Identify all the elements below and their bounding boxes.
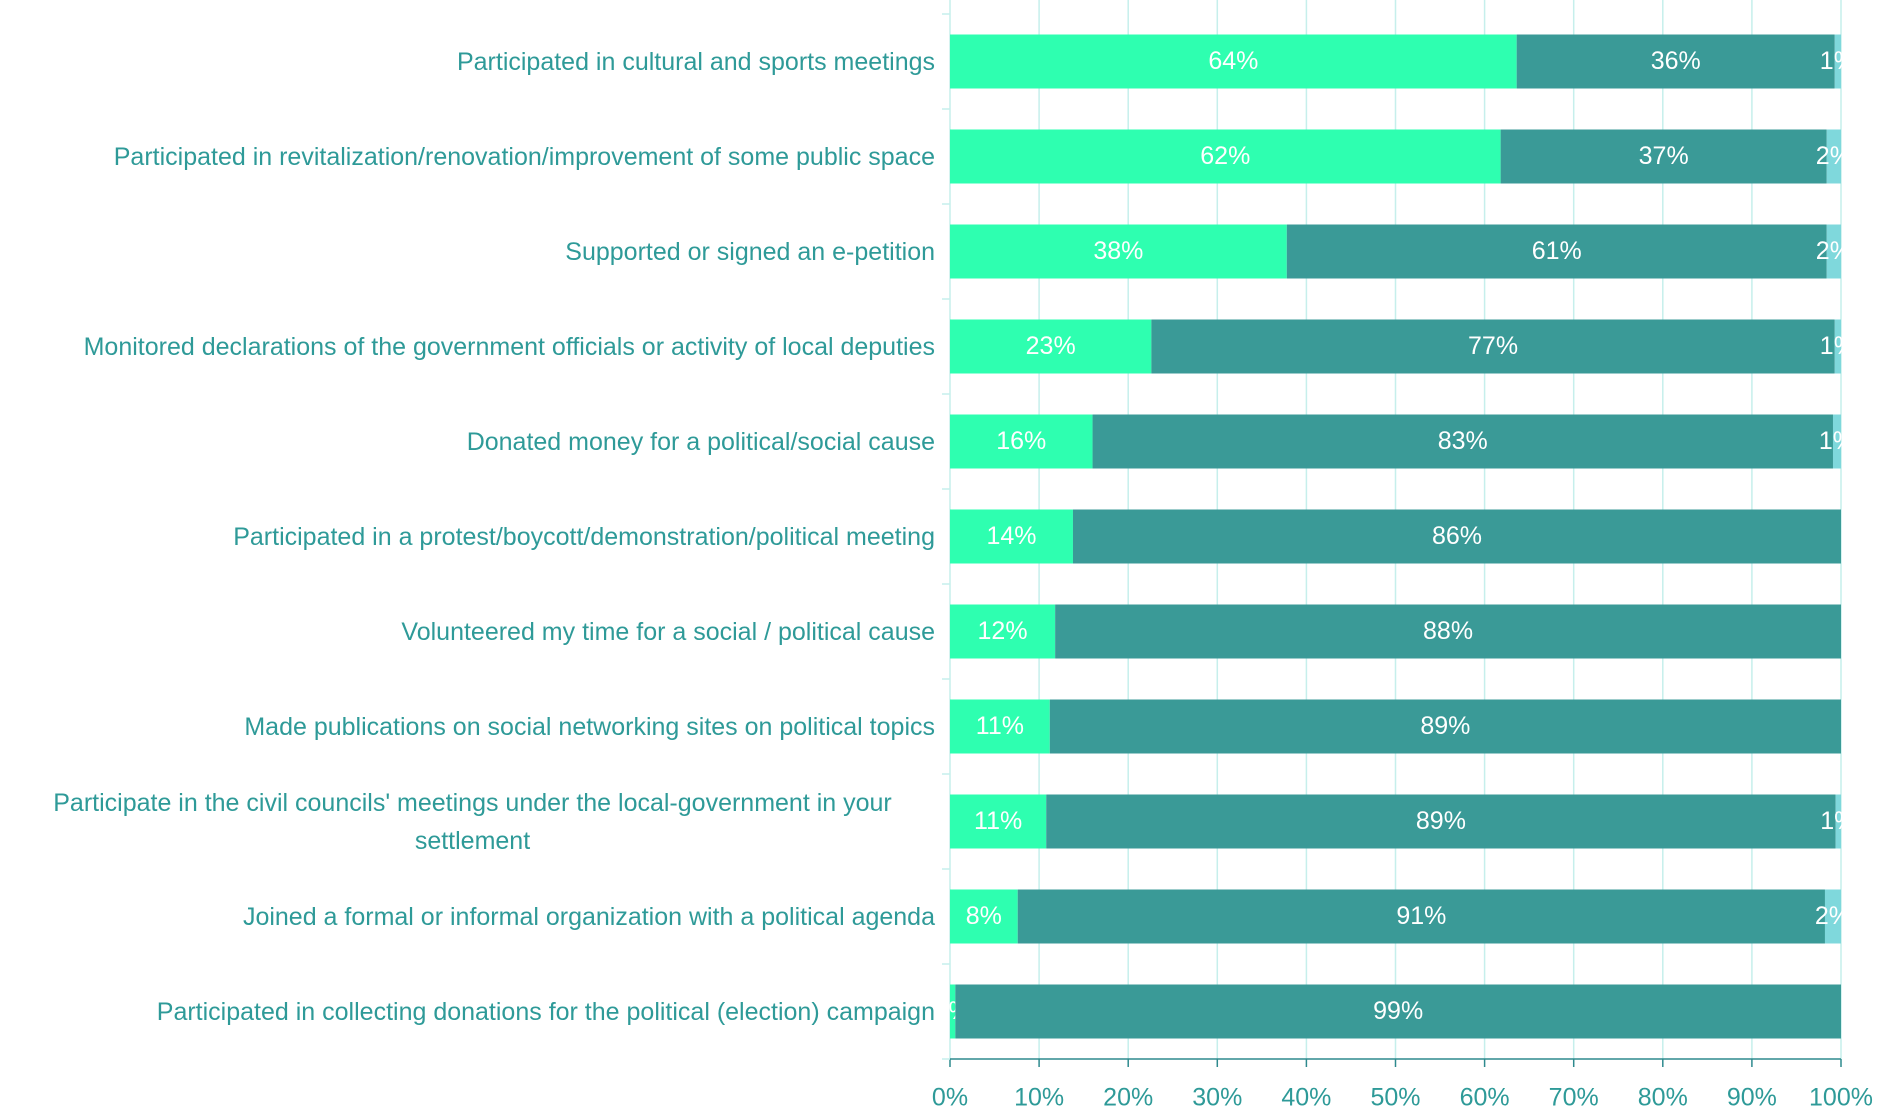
data-label: 89% — [1420, 712, 1470, 740]
category-label: Participated in revitalization/renovatio… — [113, 142, 935, 171]
bar-segment — [950, 604, 1056, 659]
data-label: 14% — [986, 522, 1036, 550]
bar-segment — [1826, 224, 1841, 279]
data-label: 99% — [1373, 997, 1423, 1025]
x-tick-label: 90% — [1727, 1084, 1777, 1108]
bar-segment — [1516, 34, 1835, 89]
x-tick-label: 80% — [1638, 1084, 1688, 1108]
data-label: 1% — [1820, 332, 1856, 360]
category-label: Joined a formal or informal organization… — [242, 902, 935, 931]
data-label: 1% — [1819, 427, 1855, 455]
data-label: 16% — [996, 427, 1046, 455]
bar-segment — [1151, 319, 1835, 374]
bar-segment — [950, 224, 1287, 279]
category-label: Supported or signed an e-petition — [565, 237, 935, 266]
data-label: 1% — [1820, 807, 1856, 835]
category-label: Participated in a protest/boycott/demons… — [233, 522, 935, 551]
data-label: 37% — [1639, 142, 1689, 170]
category-label: Monitored declarations of the government… — [83, 332, 935, 361]
bar-segment — [1832, 414, 1841, 469]
data-label: 88% — [1423, 617, 1473, 645]
x-tick-label: 100% — [1809, 1084, 1873, 1108]
bar-segment — [1824, 889, 1841, 944]
bar-segment — [1072, 509, 1841, 564]
data-label: 2% — [1816, 142, 1852, 170]
data-label: 12% — [978, 617, 1028, 645]
bar-segment — [950, 794, 1047, 849]
bar-segment — [1500, 129, 1827, 184]
data-label: 1% — [1820, 47, 1856, 75]
bar-segment — [950, 319, 1152, 374]
data-label: 23% — [1026, 332, 1076, 360]
data-label: 83% — [1438, 427, 1488, 455]
category-label: Participate in the civil councils' meeti… — [53, 788, 892, 855]
x-tick-label: 40% — [1281, 1084, 1331, 1108]
data-label: 91% — [1396, 902, 1446, 930]
data-label: 8% — [966, 902, 1002, 930]
x-tick-label: 70% — [1549, 1084, 1599, 1108]
bar-segment — [950, 509, 1073, 564]
bar-segment — [950, 414, 1093, 469]
data-label: 11% — [974, 807, 1022, 835]
category-label: Made publications on social networking s… — [244, 712, 935, 741]
data-label: 11% — [976, 712, 1024, 740]
x-tick-label: 10% — [1014, 1084, 1064, 1108]
bar-segment — [1834, 319, 1841, 374]
category-label: Donated money for a political/social cau… — [466, 427, 935, 456]
bar-segment — [1286, 224, 1827, 279]
bar-segment — [1046, 794, 1836, 849]
bar-segment — [950, 889, 1018, 944]
data-label: 2% — [1816, 237, 1852, 265]
bar-segment — [955, 984, 1841, 1039]
x-tick-label: 0% — [932, 1084, 968, 1108]
category-label: Participated in collecting donations for… — [156, 997, 935, 1026]
category-label: Volunteered my time for a social / polit… — [401, 617, 935, 646]
bar-segment — [1092, 414, 1833, 469]
data-label: 61% — [1532, 237, 1582, 265]
bar-segment — [1017, 889, 1825, 944]
bar-segment — [950, 984, 956, 1039]
bar-segment — [1834, 34, 1841, 89]
bar-segment — [1835, 794, 1841, 849]
data-label: 62% — [1200, 142, 1250, 170]
data-label: 86% — [1432, 522, 1482, 550]
data-label: 77% — [1468, 332, 1518, 360]
data-label: 89% — [1416, 807, 1466, 835]
data-label: 38% — [1093, 237, 1143, 265]
data-label: 64% — [1208, 47, 1258, 75]
bar-segment — [1055, 604, 1841, 659]
x-tick-label: 20% — [1103, 1084, 1153, 1108]
x-tick-label: 30% — [1192, 1084, 1242, 1108]
bar-segment — [950, 129, 1501, 184]
bar-segment — [1049, 699, 1841, 754]
bar-segment — [1826, 129, 1841, 184]
data-label: 36% — [1651, 47, 1701, 75]
category-label: Participated in cultural and sports meet… — [456, 47, 935, 76]
data-label: 2% — [1815, 902, 1851, 930]
x-tick-label: 50% — [1370, 1084, 1420, 1108]
bar-segment — [950, 34, 1517, 89]
bar-segment — [950, 699, 1050, 754]
x-tick-label: 60% — [1460, 1084, 1510, 1108]
